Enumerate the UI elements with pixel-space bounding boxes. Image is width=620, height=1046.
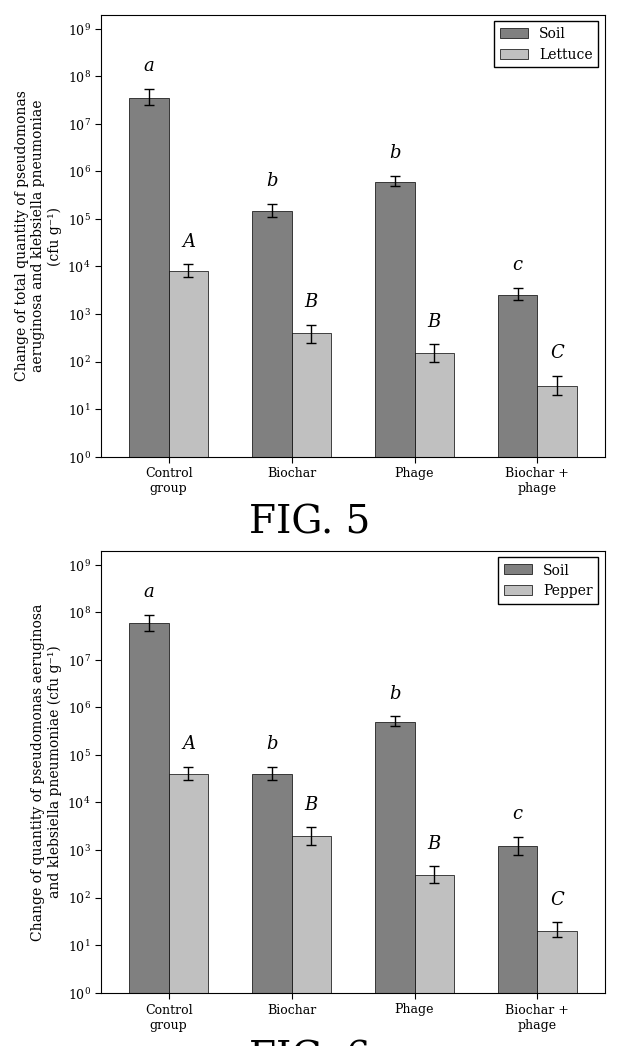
- Text: B: B: [304, 293, 318, 311]
- Text: b: b: [389, 144, 401, 162]
- Bar: [252, 211, 291, 1046]
- Text: A: A: [182, 735, 195, 753]
- Bar: [169, 271, 208, 1046]
- Bar: [375, 182, 415, 1046]
- Text: b: b: [266, 735, 278, 753]
- Text: b: b: [389, 684, 401, 702]
- Bar: [291, 334, 331, 1046]
- Text: B: B: [304, 795, 318, 813]
- Text: B: B: [428, 313, 441, 331]
- Text: a: a: [144, 583, 154, 600]
- Bar: [538, 387, 577, 1046]
- Text: a: a: [144, 56, 154, 75]
- Y-axis label: Change of total quantity of pseudomonas
aeruginosa and klebsiella pneumoniae
(cf: Change of total quantity of pseudomonas …: [15, 91, 62, 382]
- Text: b: b: [266, 172, 278, 189]
- Text: c: c: [513, 256, 523, 274]
- Bar: [130, 623, 169, 1046]
- Bar: [498, 846, 538, 1046]
- Y-axis label: Change of quantity of pseudomonas aeruginosa
and klebsiella pneumoniae (cfu g⁻¹): Change of quantity of pseudomonas aerugi…: [31, 604, 62, 940]
- Legend: Soil, Lettuce: Soil, Lettuce: [494, 22, 598, 68]
- Bar: [291, 836, 331, 1046]
- Text: C: C: [550, 890, 564, 908]
- Bar: [130, 98, 169, 1046]
- Text: c: c: [513, 804, 523, 822]
- Text: FIG. 6: FIG. 6: [249, 1040, 371, 1046]
- Bar: [415, 874, 454, 1046]
- Bar: [375, 722, 415, 1046]
- Text: FIG. 5: FIG. 5: [249, 504, 371, 541]
- Text: A: A: [182, 232, 195, 251]
- Bar: [252, 774, 291, 1046]
- Bar: [538, 931, 577, 1046]
- Bar: [169, 774, 208, 1046]
- Text: B: B: [428, 835, 441, 852]
- Legend: Soil, Pepper: Soil, Pepper: [498, 558, 598, 604]
- Bar: [498, 295, 538, 1046]
- Text: C: C: [550, 344, 564, 362]
- Bar: [415, 354, 454, 1046]
